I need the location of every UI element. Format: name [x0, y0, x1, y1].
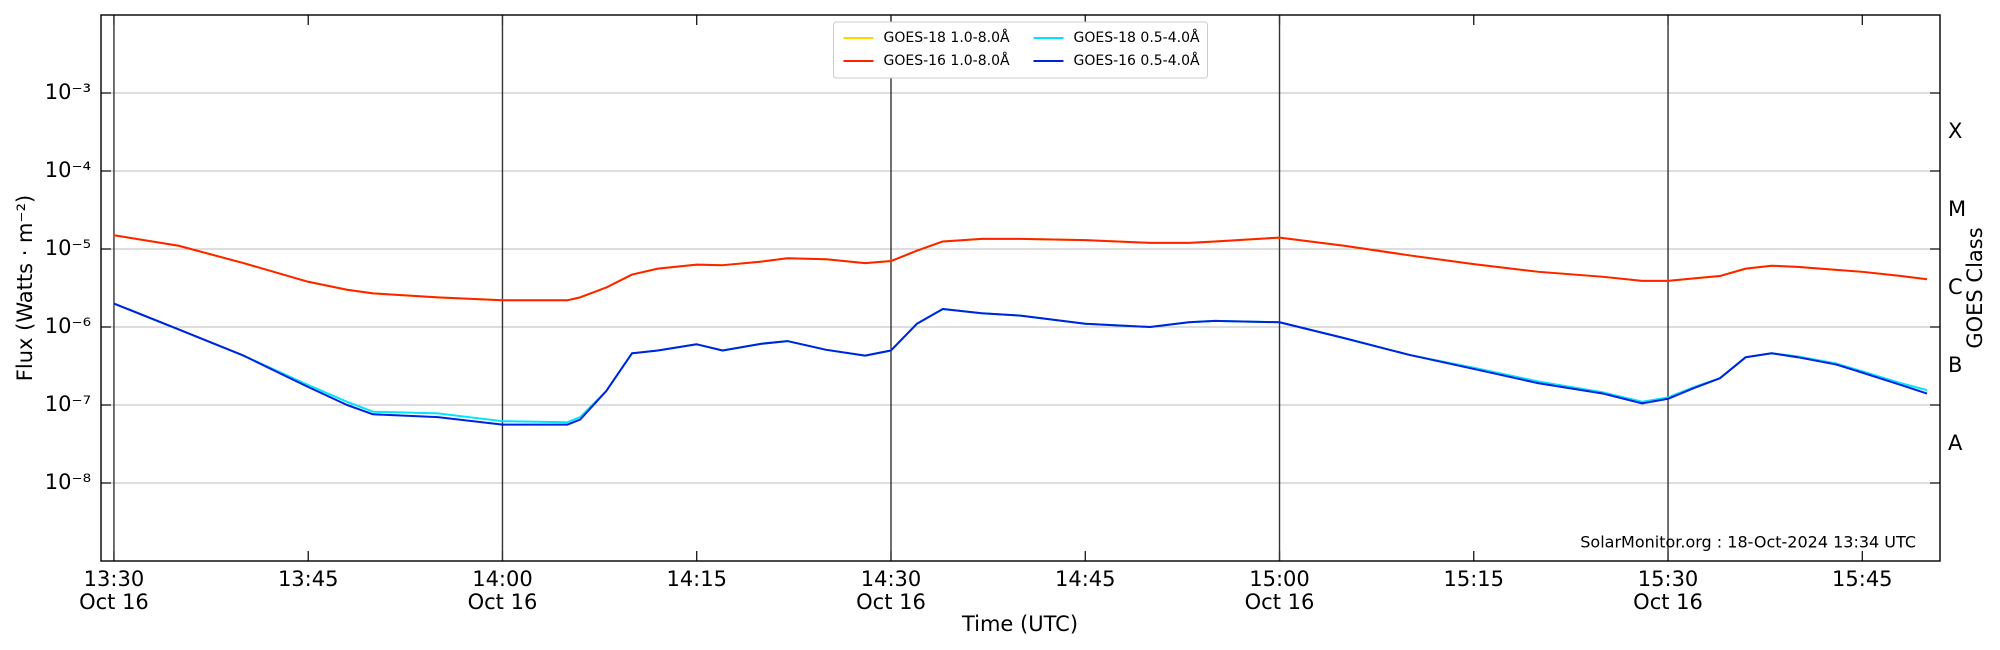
y2-tick-label: X	[1948, 119, 1962, 143]
x-tick-label: 13:30	[84, 567, 145, 591]
y-tick-label: 10⁻⁵	[45, 236, 91, 260]
y-tick-label: 10⁻⁷	[45, 392, 91, 416]
legend: GOES-18 1.0-8.0Å GOES-16 1.0-8.0Å GOES-18 …	[833, 21, 1208, 79]
x-tick-label: 15:45	[1832, 567, 1893, 591]
x-tick-label: 14:00	[472, 567, 533, 591]
legend-box	[833, 21, 1208, 79]
y-tick-label: 10⁻⁴	[45, 158, 91, 182]
x-tick-label: 13:45	[278, 567, 339, 591]
x-tick-date: Oct 16	[1245, 590, 1315, 614]
y2-tick-label: B	[1948, 353, 1962, 377]
x-axis-label: Time (UTC)	[961, 612, 1078, 636]
y-tick-label: 10⁻³	[45, 80, 91, 104]
y-tick-label: 10⁻⁸	[45, 470, 91, 494]
y2-tick-label: C	[1948, 275, 1963, 299]
series-line	[113, 302, 1928, 426]
plot-frame	[100, 14, 1941, 562]
x-tick-label: 14:15	[666, 567, 727, 591]
y2-tick-label: M	[1948, 197, 1966, 221]
legend-label: GOES-18 1.0-8.0Å	[884, 29, 1010, 46]
annotation: SolarMonitor.org : 18-Oct-2024 13:34 UTC	[1580, 533, 1916, 552]
series-line	[113, 234, 1928, 302]
y-axis-label: Flux (Watts · m⁻²)	[13, 195, 37, 381]
x-tick-label: 14:30	[861, 567, 922, 591]
x-tick-label: 15:00	[1249, 567, 1310, 591]
y2-axis-label: GOES Class	[1963, 227, 1987, 348]
x-tick-date: Oct 16	[79, 590, 149, 614]
series-line	[113, 302, 1928, 424]
x-tick-date: Oct 16	[856, 590, 926, 614]
y-tick-label: 10⁻⁶	[45, 314, 91, 338]
x-tick-label: 15:15	[1444, 567, 1505, 591]
y2-tick-label: A	[1948, 431, 1963, 455]
legend-label: GOES-18 0.5-4.0Å	[1074, 29, 1200, 46]
x-tick-date: Oct 16	[468, 590, 538, 614]
legend-label: GOES-16 1.0-8.0Å	[884, 52, 1010, 69]
x-tick-label: 14:45	[1055, 567, 1116, 591]
series-line	[113, 234, 1928, 302]
x-tick-date: Oct 16	[1633, 590, 1703, 614]
x-tick-label: 15:30	[1638, 567, 1699, 591]
legend-label: GOES-16 0.5-4.0Å	[1074, 52, 1200, 69]
